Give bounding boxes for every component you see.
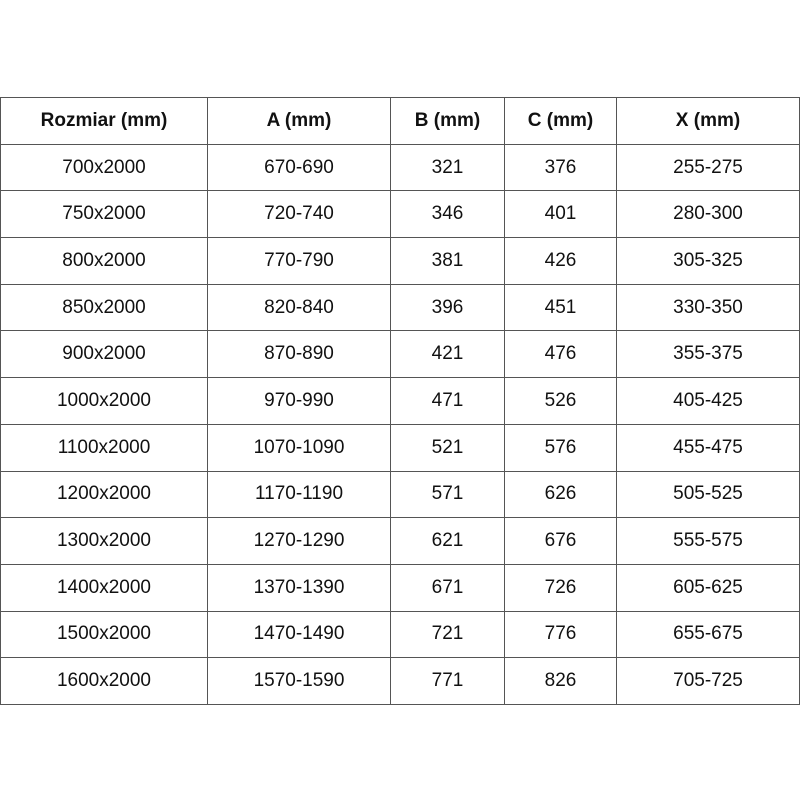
cell-a: 970-990 [207, 377, 391, 425]
cell-b: 381 [390, 237, 505, 285]
cell-a: 670-690 [207, 143, 391, 192]
column-header-x: X (mm) [616, 97, 800, 145]
cell-c: 576 [504, 423, 617, 472]
cell-a: 1070-1090 [207, 423, 391, 472]
cell-size: 900x2000 [0, 330, 208, 379]
cell-size: 850x2000 [0, 283, 208, 332]
cell-x: 280-300 [616, 190, 800, 239]
cell-x: 255-275 [616, 143, 800, 192]
cell-x: 405-425 [616, 377, 800, 425]
cell-b: 396 [390, 283, 505, 332]
cell-x: 305-325 [616, 237, 800, 285]
cell-c: 376 [504, 143, 617, 192]
cell-a: 720-740 [207, 190, 391, 239]
cell-c: 401 [504, 190, 617, 239]
cell-size: 800x2000 [0, 237, 208, 285]
cell-size: 1400x2000 [0, 563, 208, 612]
cell-a: 870-890 [207, 330, 391, 379]
cell-c: 426 [504, 237, 617, 285]
table-row: 900x2000 870-890 421 476 355-375 [0, 330, 800, 379]
cell-b: 721 [390, 610, 505, 659]
table-row: 1400x2000 1370-1390 671 726 605-625 [0, 563, 800, 612]
cell-x: 705-725 [616, 657, 800, 705]
cell-a: 1270-1290 [207, 517, 391, 565]
cell-c: 776 [504, 610, 617, 659]
cell-x: 505-525 [616, 470, 800, 519]
cell-size: 1200x2000 [0, 470, 208, 519]
cell-size: 700x2000 [0, 143, 208, 192]
column-header-c: C (mm) [504, 97, 617, 145]
cell-a: 770-790 [207, 237, 391, 285]
table-row: 1300x2000 1270-1290 621 676 555-575 [0, 517, 800, 565]
table-row: 700x2000 670-690 321 376 255-275 [0, 143, 800, 192]
cell-a: 820-840 [207, 283, 391, 332]
dimensions-table: Rozmiar (mm) A (mm) B (mm) C (mm) X (mm) 700… [0, 97, 800, 705]
cell-b: 321 [390, 143, 505, 192]
cell-c: 726 [504, 563, 617, 612]
table-row: 850x2000 820-840 396 451 330-350 [0, 283, 800, 332]
cell-c: 676 [504, 517, 617, 565]
cell-x: 655-675 [616, 610, 800, 659]
cell-c: 526 [504, 377, 617, 425]
cell-size: 1000x2000 [0, 377, 208, 425]
column-header-b: B (mm) [390, 97, 505, 145]
cell-a: 1570-1590 [207, 657, 391, 705]
cell-x: 330-350 [616, 283, 800, 332]
cell-a: 1170-1190 [207, 470, 391, 519]
cell-c: 476 [504, 330, 617, 379]
cell-a: 1470-1490 [207, 610, 391, 659]
table-row: 1200x2000 1170-1190 571 626 505-525 [0, 470, 800, 519]
cell-b: 521 [390, 423, 505, 472]
cell-size: 1500x2000 [0, 610, 208, 659]
cell-size: 1100x2000 [0, 423, 208, 472]
table-body: 700x2000 670-690 321 376 255-275 750x2000 720-… [0, 143, 800, 705]
table-row: 1500x2000 1470-1490 721 776 655-675 [0, 610, 800, 659]
cell-b: 346 [390, 190, 505, 239]
cell-a: 1370-1390 [207, 563, 391, 612]
cell-b: 621 [390, 517, 505, 565]
cell-b: 471 [390, 377, 505, 425]
table-row: 1000x2000 970-990 471 526 405-425 [0, 377, 800, 425]
cell-b: 421 [390, 330, 505, 379]
cell-x: 605-625 [616, 563, 800, 612]
cell-x: 555-575 [616, 517, 800, 565]
column-header-a: A (mm) [207, 97, 391, 145]
table-row: 1600x2000 1570-1590 771 826 705-725 [0, 657, 800, 705]
table-row: 750x2000 720-740 346 401 280-300 [0, 190, 800, 239]
table-row: 1100x2000 1070-1090 521 576 455-475 [0, 423, 800, 472]
cell-x: 455-475 [616, 423, 800, 472]
cell-size: 1300x2000 [0, 517, 208, 565]
cell-b: 571 [390, 470, 505, 519]
cell-c: 626 [504, 470, 617, 519]
cell-size: 750x2000 [0, 190, 208, 239]
header-row: Rozmiar (mm) A (mm) B (mm) C (mm) X (mm) [0, 97, 800, 145]
cell-b: 771 [390, 657, 505, 705]
cell-c: 826 [504, 657, 617, 705]
cell-x: 355-375 [616, 330, 800, 379]
column-header-size: Rozmiar (mm) [0, 97, 208, 145]
cell-b: 671 [390, 563, 505, 612]
table-row: 800x2000 770-790 381 426 305-325 [0, 237, 800, 285]
cell-size: 1600x2000 [0, 657, 208, 705]
cell-c: 451 [504, 283, 617, 332]
